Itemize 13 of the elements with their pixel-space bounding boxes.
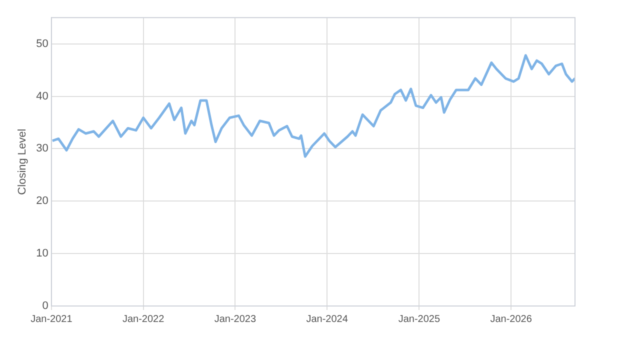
y-axis-title: Closing Level	[16, 128, 29, 195]
y-tick-label: 30	[36, 142, 48, 155]
x-tick-label: Jan-2021	[30, 314, 73, 325]
x-tick-label: Jan-2022	[122, 314, 165, 325]
x-tick-label: Jan-2023	[214, 314, 256, 325]
x-tick-label: Jan-2024	[306, 314, 348, 325]
y-tick-label: 0	[42, 300, 48, 312]
y-tick-label: 40	[36, 90, 48, 102]
x-tick-label: Jan-2025	[398, 314, 440, 325]
x-tick-label: Jan-2026	[490, 314, 532, 325]
y-tick-label: 50	[36, 38, 48, 50]
y-tick-label: 10	[36, 248, 48, 260]
y-tick-label: 20	[36, 195, 48, 208]
